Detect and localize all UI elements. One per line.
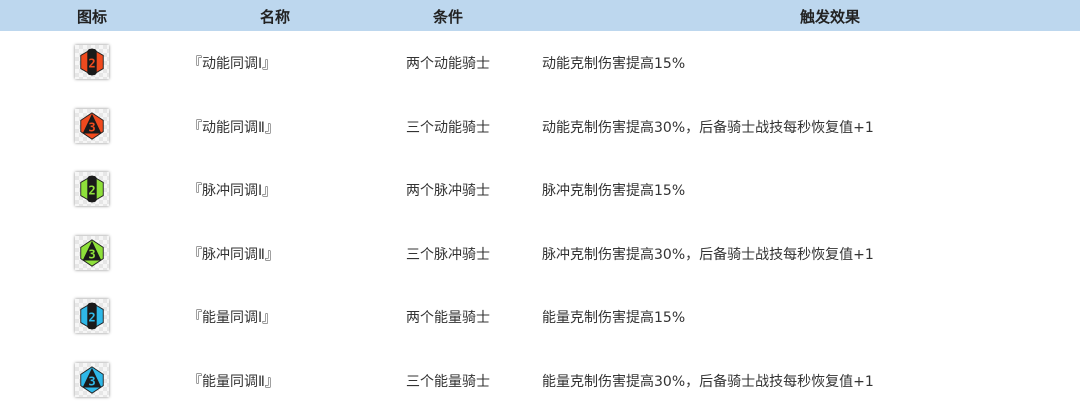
name-cell: 『动能同调Ⅰ』 (188, 56, 277, 72)
name-cell: 『脉冲同调Ⅰ』 (188, 183, 277, 199)
name-cell: 『能量同调Ⅱ』 (188, 373, 279, 390)
svg-text:2: 2 (88, 311, 95, 325)
table-row: 2 『动能同调Ⅰ』 两个动能骑士 动能克制伤害提高15% (0, 31, 1080, 94)
name-cell: 『能量同调Ⅰ』 (188, 310, 277, 326)
table-row: 3 『脉冲同调Ⅱ』 三个脉冲骑士 脉冲克制伤害提高30%，后备骑士战技每秒恢复值… (0, 222, 1080, 285)
svg-text:3: 3 (88, 374, 95, 388)
condition-cell: 两个能量骑士 (406, 310, 490, 326)
condition-cell: 三个能量骑士 (406, 373, 490, 390)
effect-cell: 脉冲克制伤害提高15% (542, 183, 686, 199)
name-cell: 『脉冲同调Ⅱ』 (188, 246, 279, 263)
table-row: 3 『动能同调Ⅱ』 三个动能骑士 动能克制伤害提高30%，后备骑士战技每秒恢复值… (0, 95, 1080, 158)
condition-cell: 两个脉冲骑士 (406, 183, 490, 199)
pulse-2-icon: 2 (75, 172, 109, 206)
effect-cell: 能量克制伤害提高30%，后备骑士战技每秒恢复值+1 (542, 373, 874, 390)
energy-3-icon: 3 (75, 362, 109, 397)
energy-2-icon: 2 (75, 299, 109, 333)
effect-cell: 脉冲克制伤害提高30%，后备骑士战技每秒恢复值+1 (542, 246, 874, 263)
effect-cell: 动能克制伤害提高30%，后备骑士战技每秒恢复值+1 (542, 119, 874, 136)
condition-cell: 三个脉冲骑士 (406, 246, 490, 263)
svg-text:2: 2 (88, 57, 95, 71)
svg-text:3: 3 (88, 247, 95, 261)
effect-cell: 动能克制伤害提高15% (542, 56, 686, 72)
name-cell: 『动能同调Ⅱ』 (188, 119, 279, 136)
header-effect: 触发效果 (799, 8, 861, 26)
header-condition: 条件 (432, 8, 464, 26)
table-row: 2 『脉冲同调Ⅰ』 两个脉冲骑士 脉冲克制伤害提高15% (0, 158, 1080, 221)
condition-cell: 三个动能骑士 (406, 119, 490, 136)
kinetic-2-icon: 2 (75, 45, 109, 79)
condition-cell: 两个动能骑士 (406, 56, 490, 72)
kinetic-3-icon: 3 (75, 108, 109, 143)
svg-text:3: 3 (88, 120, 95, 134)
pulse-3-icon: 3 (75, 235, 109, 270)
table-header: 图标 名称 条件 触发效果 (0, 0, 1080, 31)
header-icon: 图标 (76, 8, 108, 26)
effect-cell: 能量克制伤害提高15% (542, 310, 686, 326)
table-row: 3 『能量同调Ⅱ』 三个能量骑士 能量克制伤害提高30%，后备骑士战技每秒恢复值… (0, 349, 1080, 412)
header-name: 名称 (259, 8, 291, 26)
table-row: 2 『能量同调Ⅰ』 两个能量骑士 能量克制伤害提高15% (0, 285, 1080, 348)
svg-text:2: 2 (88, 184, 95, 198)
